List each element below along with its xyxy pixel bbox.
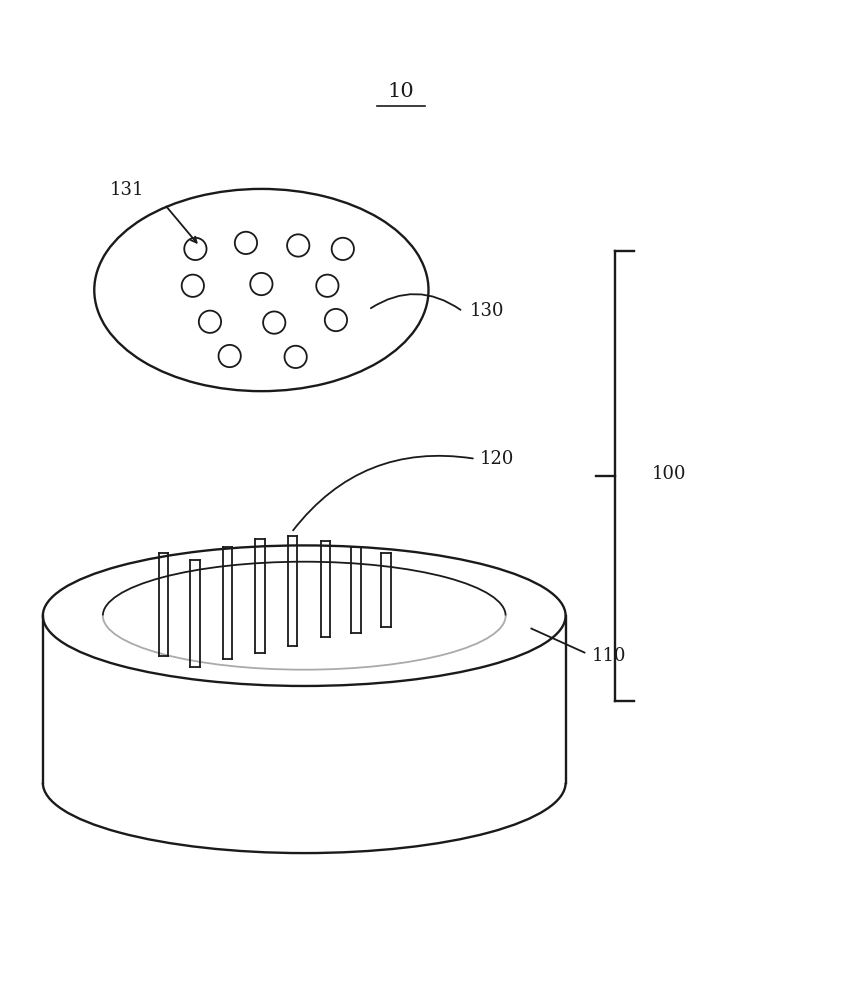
Text: 120: 120 [480, 450, 514, 468]
Text: 131: 131 [110, 181, 144, 199]
Text: 110: 110 [591, 647, 626, 665]
Text: 130: 130 [470, 302, 504, 320]
Text: 100: 100 [651, 465, 686, 483]
Text: 10: 10 [387, 82, 415, 101]
